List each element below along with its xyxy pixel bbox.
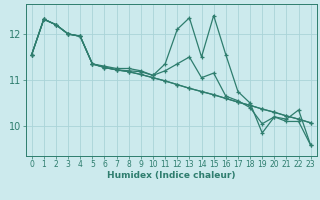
X-axis label: Humidex (Indice chaleur): Humidex (Indice chaleur) bbox=[107, 171, 236, 180]
